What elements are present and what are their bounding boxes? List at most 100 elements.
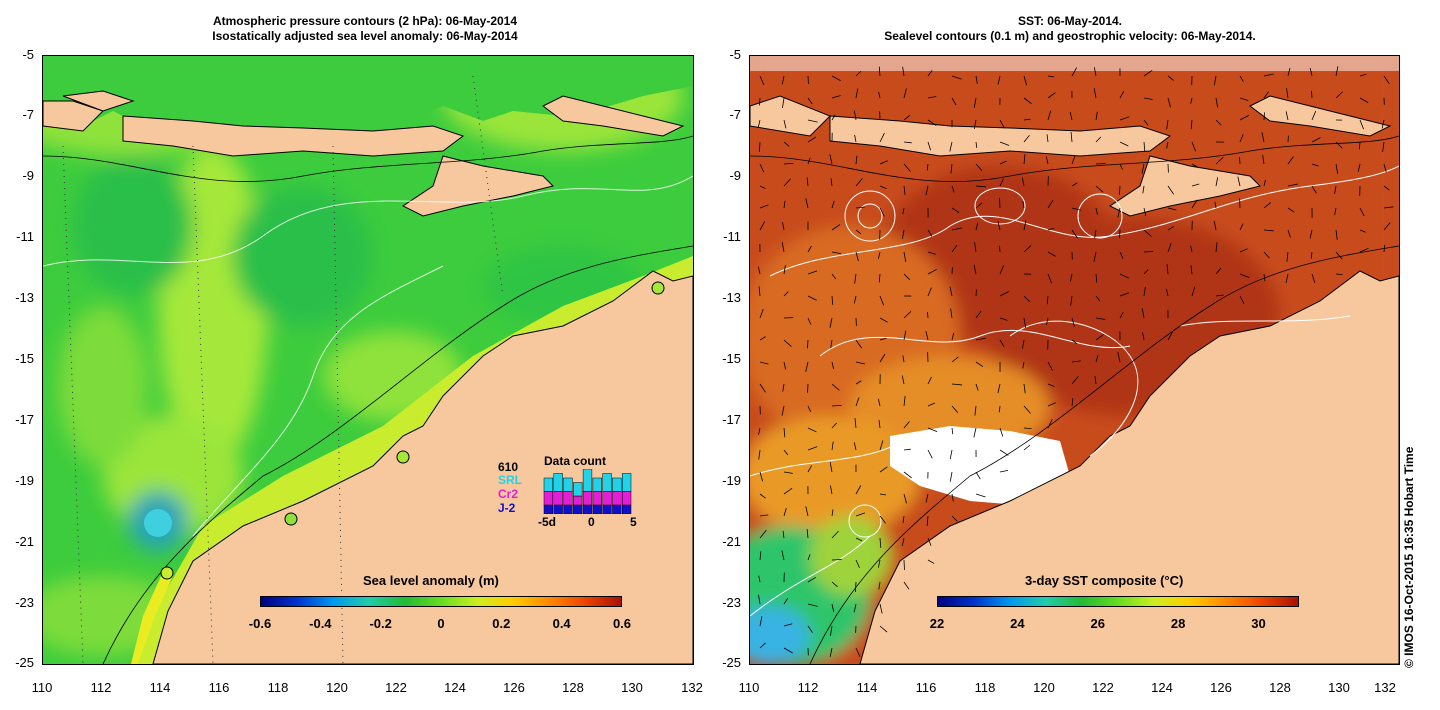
velocity-arrow bbox=[1191, 183, 1200, 187]
tide-gauge[interactable] bbox=[160, 566, 174, 580]
velocity-arrow bbox=[903, 448, 911, 451]
velocity-arrow bbox=[759, 163, 765, 173]
java-island bbox=[43, 100, 104, 132]
velocity-arrow bbox=[903, 185, 906, 196]
data-count-bar-sat1 bbox=[612, 477, 622, 492]
tide-gauge[interactable] bbox=[284, 512, 298, 526]
velocity-arrow bbox=[950, 163, 953, 174]
velocity-arrow bbox=[1358, 141, 1361, 150]
velocity-arrow bbox=[1071, 182, 1078, 187]
y-tick: -17 bbox=[15, 412, 34, 427]
velocity-arrow bbox=[1023, 405, 1031, 414]
velocity-arrow bbox=[997, 221, 1001, 231]
velocity-arrow bbox=[999, 449, 1009, 456]
y-tick: -9 bbox=[729, 168, 741, 183]
x-tick: 116 bbox=[208, 680, 230, 695]
data-count-bar-sat2 bbox=[553, 491, 563, 506]
tide-gauge[interactable] bbox=[396, 450, 410, 464]
y-tick: -13 bbox=[722, 290, 741, 305]
velocity-arrow bbox=[1335, 229, 1338, 240]
velocity-arrow bbox=[855, 229, 862, 235]
velocity-arrow bbox=[783, 487, 793, 495]
velocity-arrow bbox=[927, 96, 937, 99]
y-tick: -25 bbox=[722, 655, 741, 670]
y-tick: -19 bbox=[15, 473, 34, 488]
velocity-arrow bbox=[903, 581, 910, 590]
velocity-arrow bbox=[1022, 361, 1025, 369]
velocity-arrow bbox=[879, 603, 883, 614]
velocity-arrow bbox=[758, 594, 761, 605]
lesser-sunda-islands bbox=[829, 115, 1172, 157]
velocity-arrow bbox=[854, 273, 857, 284]
data-count-bar-sat2 bbox=[543, 491, 554, 506]
velocity-arrow bbox=[878, 420, 881, 429]
velocity-arrow bbox=[807, 157, 811, 165]
sst-colorbar bbox=[937, 596, 1299, 607]
velocity-arrow bbox=[1287, 183, 1298, 187]
velocity-arrow bbox=[879, 440, 884, 451]
velocity-arrow bbox=[877, 398, 881, 407]
velocity-arrow bbox=[927, 537, 932, 546]
velocity-arrow bbox=[951, 244, 958, 253]
data-count-bar-sat2 bbox=[592, 491, 602, 506]
velocity-arrow bbox=[758, 575, 761, 583]
velocity-arrow bbox=[831, 383, 840, 391]
velocity-arrow bbox=[1095, 295, 1101, 302]
velocity-arrow bbox=[1239, 295, 1245, 304]
y-tick: -17 bbox=[722, 412, 741, 427]
velocity-arrow bbox=[853, 295, 857, 304]
data-count-bar-sat3 bbox=[602, 504, 612, 514]
velocity-arrow bbox=[783, 178, 791, 187]
sla-map[interactable]: 610 Data count SRL Cr2 J-2 -5d 0 5 Sea l… bbox=[42, 55, 694, 665]
velocity-arrow bbox=[975, 471, 981, 480]
velocity-arrow bbox=[1119, 141, 1129, 147]
velocity-arrow bbox=[807, 405, 812, 412]
banda-islands bbox=[542, 95, 685, 137]
velocity-arrow bbox=[1311, 273, 1316, 284]
x-tick: 132 bbox=[1374, 680, 1396, 695]
x-tick: 128 bbox=[562, 680, 584, 695]
data-count-bar-sat2 bbox=[612, 491, 622, 506]
sst-map[interactable]: 3-day SST composite (°C) 22 24 26 28 30 bbox=[749, 55, 1400, 665]
velocity-arrow bbox=[1285, 273, 1289, 283]
velocity-arrow bbox=[783, 265, 786, 275]
velocity-arrow bbox=[925, 331, 929, 341]
velocity-arrow bbox=[1335, 251, 1343, 260]
velocity-arrow bbox=[759, 309, 764, 319]
velocity-arrow bbox=[878, 91, 881, 99]
velocity-arrow bbox=[1335, 66, 1339, 77]
velocity-arrow bbox=[902, 207, 905, 215]
velocity-arrow bbox=[831, 114, 836, 121]
velocity-arrow bbox=[1383, 222, 1391, 231]
velocity-arrow bbox=[831, 581, 838, 588]
velocity-arrow bbox=[1191, 141, 1196, 152]
velocity-arrow bbox=[1119, 251, 1124, 259]
geostrophic-velocity-arrows bbox=[757, 66, 1394, 657]
left-x-axis: 110 112 114 116 118 120 122 124 126 128 … bbox=[32, 680, 703, 700]
tide-gauge[interactable] bbox=[651, 281, 665, 295]
velocity-arrow bbox=[759, 616, 763, 627]
x-tick: 112 bbox=[90, 680, 112, 695]
velocity-arrow bbox=[1047, 110, 1052, 121]
velocity-arrow bbox=[1071, 67, 1078, 77]
velocity-arrow bbox=[879, 537, 882, 548]
velocity-arrow bbox=[975, 202, 983, 209]
velocity-arrow bbox=[1213, 75, 1217, 86]
velocity-arrow bbox=[1119, 273, 1129, 279]
velocity-arrow bbox=[781, 550, 785, 561]
velocity-arrow bbox=[1263, 251, 1270, 259]
velocity-arrow bbox=[829, 317, 833, 328]
velocity-arrow bbox=[1239, 75, 1244, 82]
velocity-arrow bbox=[927, 402, 936, 407]
velocity-arrow bbox=[1071, 397, 1074, 407]
velocity-arrow bbox=[949, 449, 953, 460]
y-tick: -5 bbox=[729, 47, 741, 62]
velocity-arrow bbox=[855, 397, 860, 407]
velocity-arrow bbox=[1119, 116, 1130, 121]
y-tick: -25 bbox=[15, 655, 34, 670]
velocity-arrow bbox=[1263, 73, 1274, 77]
velocity-arrow bbox=[759, 204, 769, 209]
velocity-arrow bbox=[807, 576, 816, 583]
x-tick: 126 bbox=[1210, 680, 1232, 695]
velocity-arrow bbox=[1047, 418, 1053, 429]
